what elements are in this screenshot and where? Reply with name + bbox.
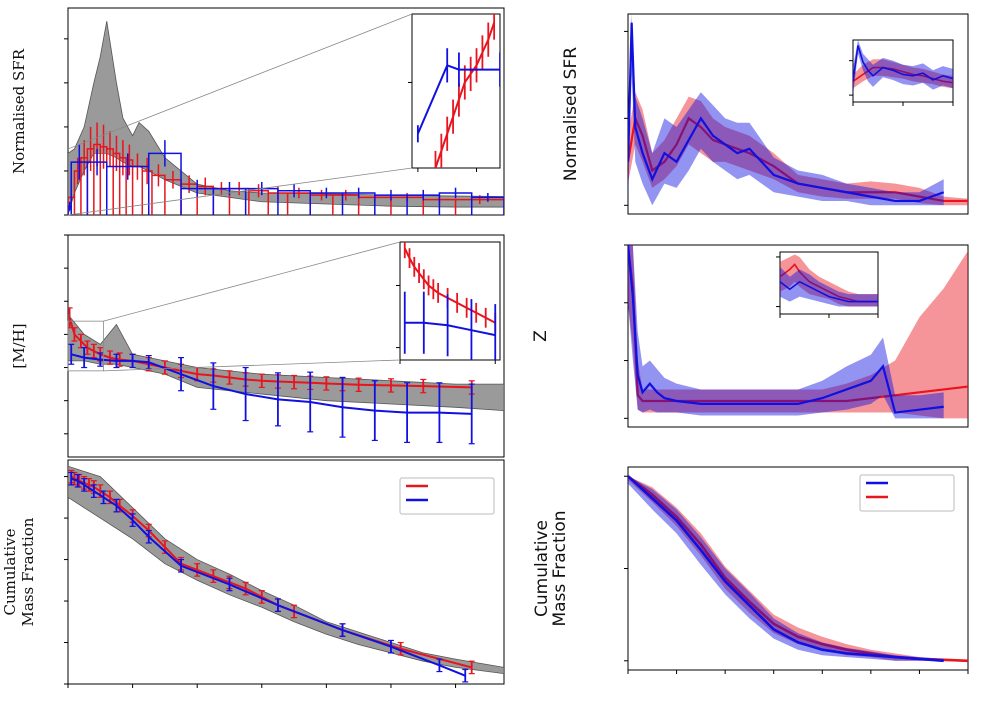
series-steckmap-band [628, 245, 968, 419]
lmc-cmf-ylabel: CumulativeMass Fraction [1, 517, 37, 626]
leo-cmf-panel: CumulativeMass Fraction [532, 466, 969, 674]
zoom-region [67, 320, 104, 372]
legend-box [859, 474, 955, 512]
leo-cmf-ylabel: CumulativeMass Fraction [532, 510, 570, 626]
series-cmd-band [628, 245, 944, 419]
leo-sfr-inset-panel [849, 39, 954, 106]
series-cmd-line [853, 45, 953, 82]
lmc-sfr-inset-frame [411, 13, 501, 169]
series-steckmap-band [780, 254, 878, 307]
series-steckmap-line [628, 114, 968, 203]
lmc-cmf-ylabel-line: Cumulative [1, 528, 19, 615]
lmc-cmf-band [68, 465, 504, 675]
lmc-cmf-ylabel-line: Mass Fraction [19, 517, 37, 626]
series-cmd-line [70, 353, 472, 415]
leo-legend [859, 474, 955, 512]
leo-sfr-ylabel: Normalised SFR [561, 47, 581, 181]
leo-z-inset-panel [776, 251, 879, 318]
leo-cmf-ylabel-line: Cumulative [532, 520, 552, 617]
lmc-sfr-ylabel: Normalised SFR [10, 48, 28, 174]
lmc-mh-band [68, 313, 504, 412]
lmc-mh-ylabel: [M/H] [10, 323, 28, 368]
series-cmd-band [628, 14, 944, 206]
lmc-legend [399, 477, 495, 515]
lmc-mh-inset-panel [396, 241, 501, 364]
series-cmd-line [416, 64, 500, 135]
leo-z-panel: Z [531, 244, 969, 428]
series-cmd-line [780, 280, 878, 303]
leo-z-ylabel: Z [531, 330, 551, 342]
legend-box [399, 477, 495, 515]
lmc-mh-inset-frame [399, 241, 501, 361]
series-steckmap-line [853, 66, 953, 84]
leo-cmf-ylabel-line: Mass Fraction [550, 510, 570, 626]
zoom-connector [103, 359, 401, 372]
leo-z-inset-frame [779, 251, 879, 315]
lmc-sfr-inset-panel [408, 13, 501, 172]
series-cmd-line [628, 245, 944, 414]
series-cmd-band [853, 40, 953, 96]
zoom-connector [67, 167, 413, 216]
series-steckmap-line [68, 317, 472, 389]
series-steckmap-band [628, 92, 968, 206]
series-cmd-band [780, 266, 878, 307]
zoom-connector [103, 241, 401, 322]
series-steckmap-line [628, 245, 968, 403]
zoom-connector [67, 13, 413, 150]
series-cmd-line [628, 22, 945, 203]
series-cmd-line [628, 475, 944, 663]
lmc-cmf-panel: CumulativeMass Fraction [1, 459, 505, 688]
